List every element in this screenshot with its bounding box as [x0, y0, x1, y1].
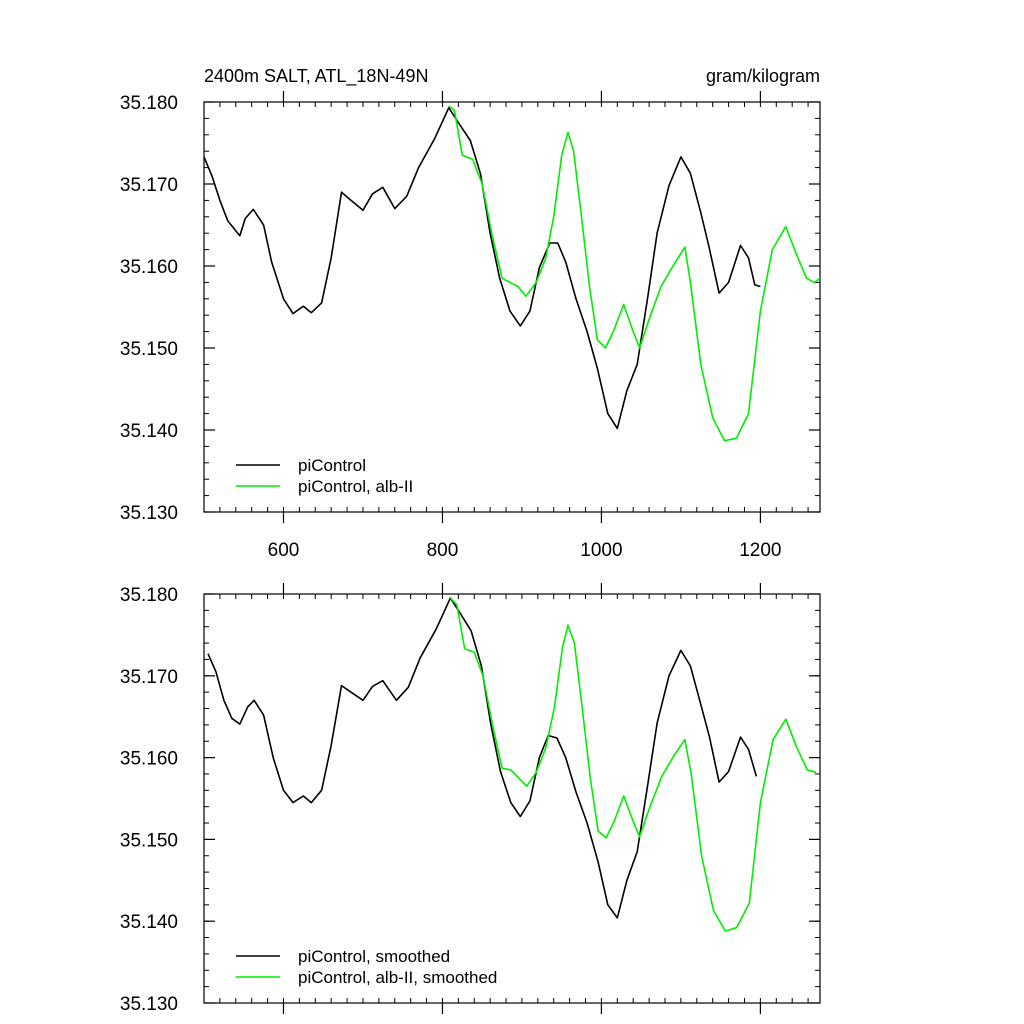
y-tick-label: 35.140	[120, 421, 178, 442]
series-line-alb	[449, 597, 817, 932]
y-tick-label: 35.130	[120, 503, 178, 524]
y-tick-label: 35.170	[120, 175, 178, 196]
y-tick-label: 35.150	[120, 830, 178, 851]
y-tick-label: 35.140	[120, 912, 178, 933]
series-line-control	[203, 106, 761, 430]
chart-title: 2400m SALT, ATL_18N-49N	[204, 66, 428, 87]
x-tick-label: 1000	[580, 540, 622, 561]
y-tick-label: 35.160	[120, 749, 178, 770]
x-tick-label: 600	[268, 540, 300, 561]
y-tick-label: 35.170	[120, 667, 178, 688]
x-tick-label: 800	[427, 540, 459, 561]
legend-label: piControl, alb-II, smoothed	[298, 968, 497, 987]
units-label: gram/kilogram	[706, 66, 820, 86]
bottom-panel: 35.130 35.140 35.150 35.160 35.170 35.180 piCo…	[120, 583, 821, 1015]
series-line-control	[207, 597, 758, 919]
y-tick-label: 35.150	[120, 339, 178, 360]
y-tick-label: 35.160	[120, 257, 178, 278]
plot-frame	[203, 101, 821, 513]
plot-frame	[203, 593, 821, 1004]
y-tick-label: 35.180	[120, 93, 178, 114]
y-tick-label: 35.180	[120, 585, 178, 606]
y-tick-label: 35.130	[120, 994, 178, 1015]
series-line-alb	[448, 105, 821, 442]
legend-label: piControl	[298, 456, 366, 475]
top-panel: 35.130 35.140 35.150 35.160 35.170 35.180 600 8…	[120, 91, 821, 561]
legend-label: piControl, alb-II	[298, 477, 413, 496]
legend-label: piControl, smoothed	[298, 947, 450, 966]
x-tick-label: 1200	[739, 540, 781, 561]
